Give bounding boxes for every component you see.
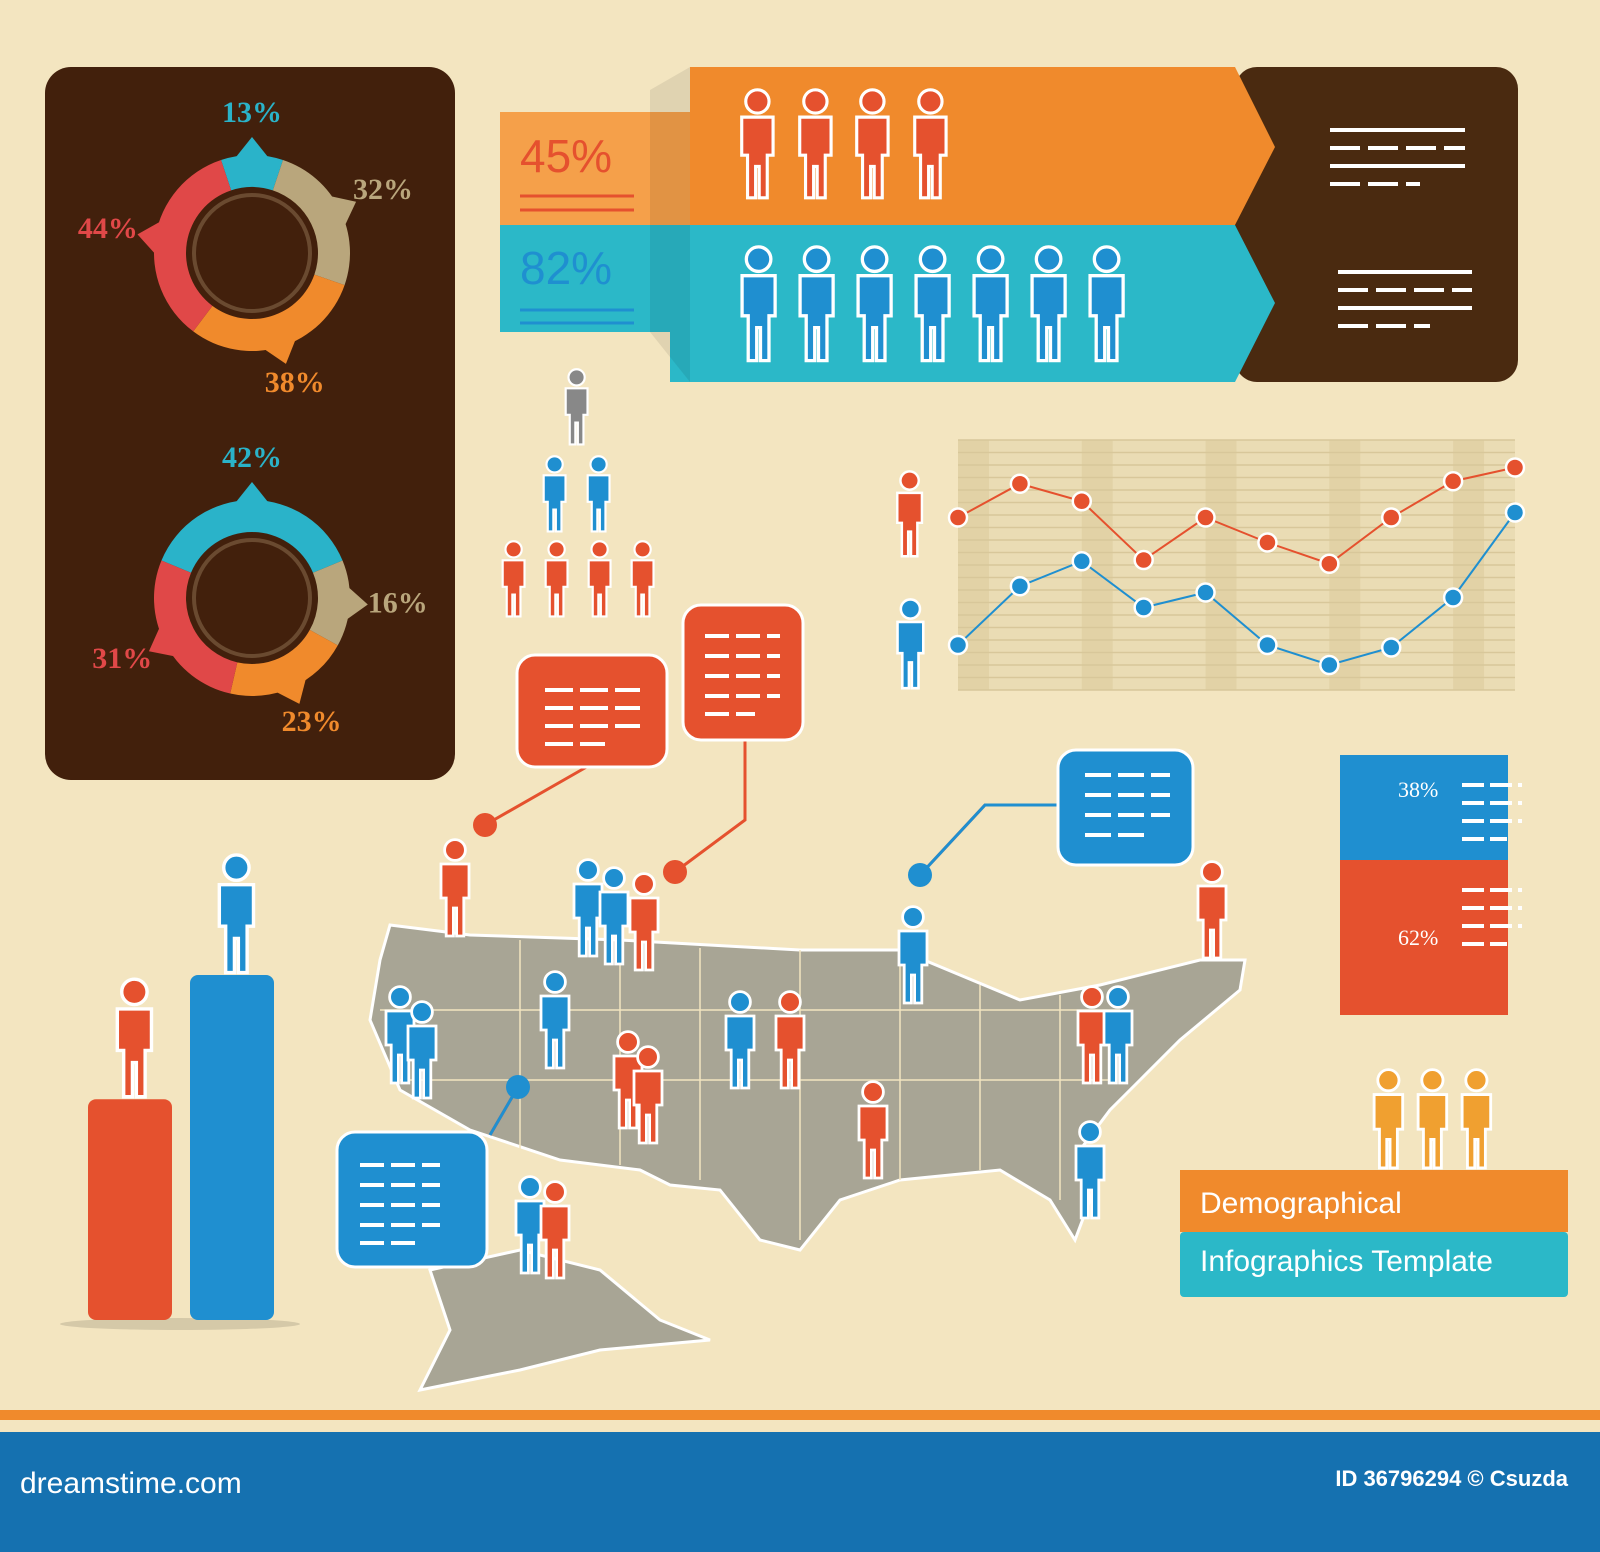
donut-label: 13% <box>222 96 282 129</box>
series-point <box>1195 507 1216 528</box>
donut-pointer <box>234 137 270 159</box>
bar-shadow <box>60 1318 300 1330</box>
split-panel-top <box>1340 755 1508 860</box>
title-band <box>1180 1232 1568 1297</box>
series-point <box>1319 553 1340 574</box>
band-orange <box>690 67 1275 225</box>
series-point <box>1380 507 1402 528</box>
series-point <box>947 507 969 528</box>
series-point <box>1504 502 1526 523</box>
callouts <box>335 603 1195 1269</box>
series-point <box>1442 471 1464 492</box>
series-point <box>1133 549 1154 571</box>
series-point <box>1071 551 1093 572</box>
band-fold <box>650 67 690 382</box>
series-point <box>1442 587 1464 608</box>
donut-label: 31% <box>92 642 152 675</box>
series-point <box>1319 654 1340 676</box>
donut-segment <box>230 629 338 696</box>
series-point <box>1257 634 1278 656</box>
footer <box>0 1432 1600 1552</box>
split-label: 62% <box>1398 925 1438 950</box>
donut-pointer <box>137 220 162 255</box>
series-line <box>957 466 1516 565</box>
footer-credit: ID 36796294 © Csuzda <box>1335 1466 1568 1491</box>
band-underlines <box>520 194 634 325</box>
series-point <box>1009 576 1031 597</box>
donut-label: 42% <box>222 441 282 474</box>
donut-pointer <box>345 586 368 621</box>
donut-pointer <box>263 338 297 364</box>
donut-segment <box>153 160 232 332</box>
footer-rule <box>0 1410 1600 1420</box>
series-point <box>1071 491 1093 512</box>
footer-site: dreamstime.com <box>20 1467 242 1500</box>
donut-pointer <box>148 626 176 657</box>
donut-hub <box>192 193 312 313</box>
donut-label: 32% <box>353 173 413 206</box>
split-panel-bottom <box>1340 860 1508 1015</box>
donut-segment <box>221 155 283 191</box>
donut-label: 16% <box>368 587 428 620</box>
series-point <box>947 634 969 656</box>
donut-segment <box>154 560 238 694</box>
bar <box>190 975 274 1320</box>
series-line <box>957 511 1516 667</box>
series-point <box>1257 532 1278 553</box>
series-point <box>1009 473 1031 494</box>
donut-pointer <box>329 195 357 227</box>
donut-pointer <box>234 482 270 504</box>
text-placeholder <box>1330 128 1472 328</box>
band-label: 82% <box>520 242 612 294</box>
donut-label: 44% <box>78 212 138 245</box>
donut-hub <box>192 538 312 658</box>
donut-label: 23% <box>282 705 342 738</box>
series-point <box>1380 637 1402 658</box>
title: Infographics Template <box>1200 1245 1493 1278</box>
text-placeholder <box>1462 783 1522 946</box>
us-map <box>368 923 1247 1252</box>
donut-segment <box>193 274 345 351</box>
donut-segment <box>309 560 350 646</box>
donut-pointer <box>274 677 307 704</box>
title: Demographical <box>1200 1187 1402 1220</box>
donut-segment <box>272 160 350 286</box>
series-point <box>1195 582 1216 603</box>
title-band <box>1180 1170 1568 1232</box>
donut-segment <box>161 500 343 573</box>
donut-label: 38% <box>265 366 325 399</box>
bar <box>88 1099 172 1320</box>
series-point <box>1133 597 1154 618</box>
split-label: 38% <box>1398 777 1438 802</box>
series-point <box>1504 457 1526 478</box>
band-label: 45% <box>520 130 612 182</box>
header-panel <box>1235 67 1518 382</box>
